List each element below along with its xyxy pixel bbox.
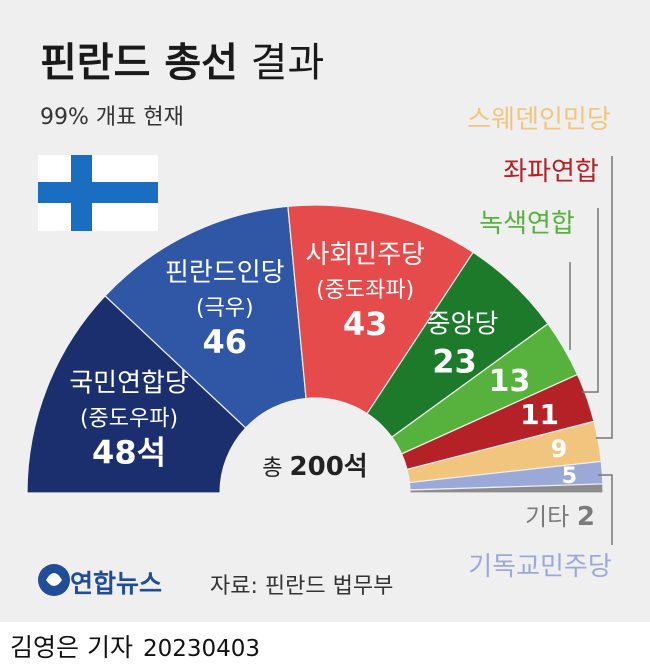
total-seats: 총 200석 (262, 452, 367, 482)
title-bold: 핀란드 총선 (40, 40, 238, 86)
slice-sub-1: (중도우파) (80, 406, 178, 431)
title-light: 결과 (250, 40, 325, 86)
slice-value-6: 11 (520, 398, 559, 431)
party-label-6: 좌파연합 (503, 157, 599, 187)
party-label-8: 기독교민주당 (468, 552, 612, 582)
slice-value-7: 9 (551, 435, 568, 463)
slice-value-5: 13 (489, 364, 531, 399)
yonhap-logo-text: 연합뉴스 (70, 569, 163, 598)
leader-line-7 (596, 156, 613, 439)
seat-chart: 국민연합당 (중도우파)48석 핀란드인당 (극우)46 사회민주당 (중도좌파)43 중앙… (26, 105, 613, 582)
slice-value-8: 5 (562, 464, 577, 489)
reporter-line: 김영은 기자 20230403 (10, 628, 260, 664)
source-note: 자료: 핀란드 법무부 (210, 574, 394, 599)
slice-name-3: 사회민주당 (305, 240, 425, 270)
yonhap-logo-icon (38, 564, 70, 596)
slice-1 (26, 295, 247, 494)
slice-name-2: 핀란드인당 (165, 258, 285, 288)
subtitle: 99% 개표 현재 (40, 105, 184, 130)
total-seats-value: 200석 (290, 452, 368, 482)
page-title: 핀란드 총선 결과 (40, 30, 324, 88)
slice-value-9: 2 (577, 502, 595, 532)
slice-value-1: 48석 (92, 433, 166, 471)
leader-line-8 (598, 474, 613, 545)
slice-value-4: 23 (432, 343, 477, 381)
party-label-9: 기타 2 (525, 502, 595, 532)
party-label-7: 스웨덴인민당 (467, 105, 611, 135)
slice-sub-3: (중도좌파) (316, 278, 414, 303)
slice-value-2: 46 (203, 323, 248, 361)
finland-flag-icon (38, 155, 158, 231)
slice-name-4: 중앙당 (427, 310, 499, 340)
slice-sub-2: (극우) (196, 296, 254, 321)
reporter-name: 김영은 기자 (10, 633, 133, 662)
slice-value-3: 43 (343, 305, 388, 343)
leader-line-6 (582, 208, 599, 393)
slice-name-1: 국민연합당 (69, 368, 189, 398)
party-label-5: 녹색연합 (479, 209, 575, 239)
slice-3 (287, 204, 474, 415)
footer-bar (0, 622, 650, 672)
slice-2 (104, 205, 307, 429)
publish-date: 20230403 (142, 636, 261, 662)
slice-9 (409, 483, 604, 494)
